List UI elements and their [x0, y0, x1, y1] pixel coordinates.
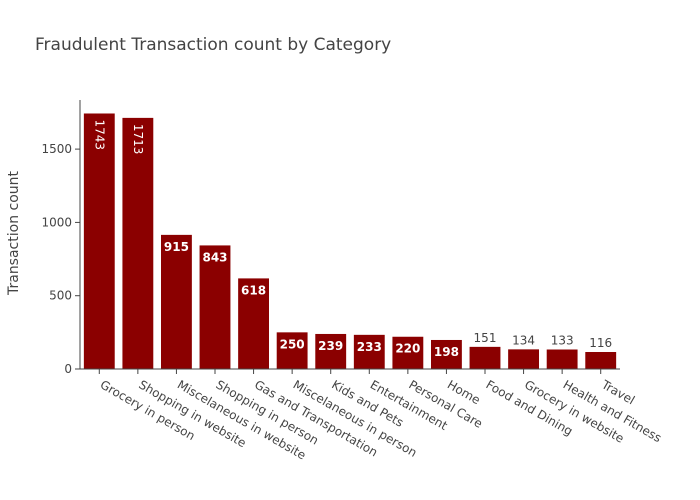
- data-label-10: 151: [474, 331, 497, 345]
- data-label-9: 198: [434, 345, 459, 359]
- data-label-7: 233: [357, 340, 382, 354]
- bar-6: [315, 333, 347, 369]
- bar-1: [122, 117, 154, 369]
- bar-2: [161, 234, 192, 369]
- bar-7: [353, 334, 385, 369]
- bar-10: [469, 346, 501, 369]
- data-label-8: 220: [395, 342, 420, 356]
- data-label-1: 1713: [131, 124, 145, 155]
- data-label-13: 116: [589, 336, 612, 350]
- data-label-4: 618: [241, 283, 266, 297]
- bar-9: [431, 339, 462, 369]
- bar-0: [83, 113, 115, 370]
- y-tick-label-0: 0: [64, 362, 72, 376]
- data-label-6: 239: [318, 339, 343, 353]
- y-tick-label-2: 1000: [41, 215, 72, 229]
- data-label-2: 915: [164, 240, 189, 254]
- bar-5: [276, 332, 308, 369]
- chart-title: Fraudulent Transaction count by Category: [35, 35, 391, 55]
- bar-13: [585, 352, 617, 369]
- bar-3: [199, 245, 231, 369]
- y-tick-label-1: 500: [49, 289, 72, 303]
- bar-4: [238, 278, 269, 369]
- data-label-0: 1743: [92, 119, 106, 150]
- bar-11: [508, 349, 539, 369]
- data-label-3: 843: [202, 250, 227, 264]
- bar-8: [392, 336, 424, 369]
- data-label-5: 250: [280, 337, 305, 351]
- y-tick-label-3: 1500: [41, 142, 72, 156]
- data-label-11: 134: [512, 333, 535, 347]
- data-label-12: 133: [551, 334, 574, 348]
- bar-12: [546, 349, 578, 369]
- y-axis-title: Transaction count: [6, 170, 22, 296]
